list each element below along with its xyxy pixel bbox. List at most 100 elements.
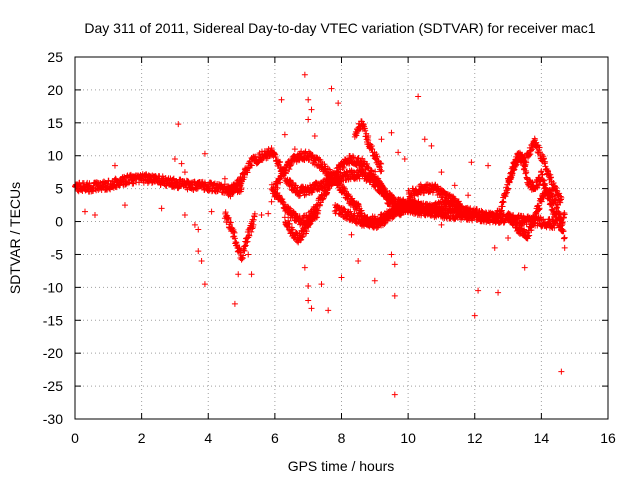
outlier-point — [305, 297, 312, 304]
outlier-point — [181, 169, 188, 176]
outlier-point — [208, 208, 215, 215]
outlier-point — [421, 136, 428, 143]
data-point — [538, 198, 545, 205]
data-point — [170, 176, 177, 183]
outlier-point — [505, 235, 512, 241]
data-point — [500, 199, 507, 206]
data-point — [523, 159, 530, 166]
outlier-point — [325, 307, 332, 314]
data-point — [249, 225, 256, 232]
y-tick-label: -25 — [43, 378, 63, 394]
x-tick-label: 6 — [271, 430, 279, 446]
data-point — [378, 160, 385, 167]
outlier-point — [491, 244, 498, 251]
outlier-point — [201, 150, 208, 157]
outlier-point — [178, 160, 185, 167]
outlier-point — [195, 248, 202, 255]
data-point — [381, 220, 388, 227]
data-point — [324, 165, 331, 172]
data-point — [293, 229, 300, 236]
data-point — [557, 199, 564, 206]
outlier-point — [81, 208, 88, 215]
y-axis-ticks: -30 -25 -20 -15 -10 -5 0 5 10 15 20 25 — [43, 49, 608, 427]
data-point — [449, 201, 456, 208]
outlier-point — [561, 244, 568, 251]
data-point — [306, 221, 313, 228]
data-point — [525, 233, 532, 240]
outlier-point — [265, 210, 272, 217]
data-point — [240, 252, 247, 259]
data-point — [233, 186, 240, 193]
data-point — [278, 173, 285, 180]
data-point — [231, 229, 238, 236]
data-point — [561, 234, 568, 241]
y-tick-label: -10 — [43, 279, 63, 295]
data-point — [526, 232, 533, 239]
outlier-point — [91, 211, 98, 218]
data-point — [512, 163, 519, 170]
data-point — [560, 228, 567, 235]
track-m — [281, 207, 322, 246]
data-point — [330, 170, 337, 177]
data-point — [301, 192, 308, 199]
y-tick-label: 20 — [47, 82, 63, 98]
data-point — [499, 203, 506, 210]
data-point — [415, 198, 422, 205]
data-point — [248, 162, 255, 169]
data-point — [290, 226, 297, 233]
data-point — [535, 182, 542, 189]
outlier-point — [281, 131, 288, 138]
data-point — [378, 167, 385, 174]
x-tick-label: 16 — [600, 430, 616, 446]
x-tick-label: 0 — [71, 430, 79, 446]
data-point — [225, 214, 232, 221]
data-point — [372, 168, 379, 175]
outlier-point — [395, 149, 402, 156]
outlier-point — [388, 129, 395, 136]
data-point — [277, 158, 284, 165]
data-point — [231, 235, 238, 242]
data-point — [530, 222, 537, 229]
track-k — [351, 118, 385, 175]
data-point — [379, 182, 386, 189]
outlier-point — [248, 271, 255, 278]
outlier-point — [235, 271, 242, 278]
track-i — [505, 185, 568, 242]
outlier-point — [301, 71, 308, 78]
data-point — [277, 179, 284, 186]
y-tick-label: 0 — [55, 214, 63, 230]
data-point — [311, 215, 318, 222]
outlier-point — [438, 169, 445, 176]
data-point — [547, 174, 554, 181]
data-point — [547, 187, 554, 194]
data-point — [543, 165, 550, 172]
data-point — [529, 221, 536, 228]
data-point — [148, 179, 155, 186]
outlier-point — [175, 121, 182, 128]
data-point — [558, 216, 565, 223]
data-point — [286, 166, 293, 173]
outlier-point — [465, 192, 472, 199]
outlier-point — [355, 258, 362, 265]
x-tick-label: 4 — [204, 430, 212, 446]
data-point — [309, 151, 316, 158]
outlier-point — [348, 231, 355, 238]
outlier-point — [301, 264, 308, 271]
outlier-point — [258, 211, 265, 218]
y-tick-label: -20 — [43, 345, 63, 361]
outlier-point — [468, 159, 475, 166]
track-f — [405, 181, 465, 212]
y-tick-label: 5 — [55, 181, 63, 197]
data-point — [286, 220, 293, 227]
data-point — [529, 179, 536, 186]
outlier-point — [391, 292, 398, 299]
data-point — [556, 190, 563, 197]
x-tick-label: 2 — [138, 430, 146, 446]
data-point — [241, 174, 248, 181]
outlier-point — [338, 274, 345, 281]
outlier-point — [365, 132, 372, 139]
outlier-point — [378, 136, 385, 143]
data-point — [306, 156, 313, 163]
data-point — [558, 222, 565, 229]
data-point — [130, 180, 137, 187]
